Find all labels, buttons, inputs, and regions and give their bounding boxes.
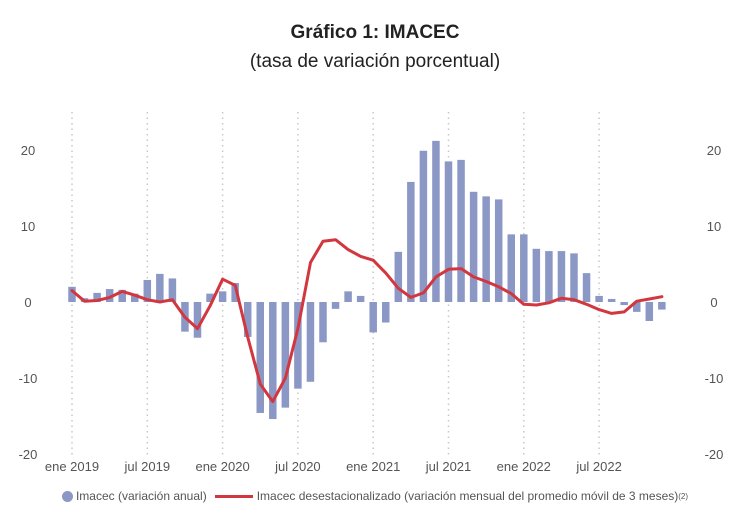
bar-2021-09 [469,191,478,302]
vertical-gridlines [71,112,600,455]
bar-2022-11 [645,302,654,321]
bar-2019-08 [156,273,164,302]
bar-2021-11 [494,199,503,302]
bar-2019-01 [68,286,76,302]
bar-2021-10 [482,196,490,302]
x-tick-label: ene 2021 [346,459,400,474]
bar-2022-03 [545,251,553,302]
bar-2021-12 [507,234,515,302]
legend-bar-label: Imacec (variación anual) [75,489,207,503]
bar-2021-08 [457,159,465,302]
bar-2020-08 [306,302,315,382]
y-tick-left: 0 [24,295,31,310]
legend-line-label: Imacec desestacionalizado (variación men… [256,489,679,503]
x-tick-label: ene 2019 [45,459,99,474]
x-tick-label: jul 2020 [274,459,321,474]
y-tick-left: -20 [19,447,38,462]
bar-2021-06 [432,140,440,302]
bar-2022-10 [633,302,641,312]
bar-2020-10 [331,302,340,309]
bar-2019-09 [168,278,177,302]
x-tick-label: jul 2021 [425,459,472,474]
bar-2020-02 [231,283,239,302]
bar-2021-03 [394,251,403,302]
y-axis-right-ticks: 20 10 0 -10 -20 [705,143,724,462]
bar-2022-07 [595,295,603,302]
chart-title: Gráfico 1: IMACEC [290,22,460,43]
bar-2020-01 [218,291,227,302]
x-axis-ticks: ene 2019 jul 2019 ene 2020 jul 2020 ene 2021… [45,459,622,474]
x-tick-label: jul 2022 [575,459,622,474]
legend-bar-swatch [61,490,73,502]
bar-series [68,140,666,420]
bar-2022-02 [532,248,541,302]
bar-2020-03 [243,302,252,337]
bar-2022-04 [557,251,566,302]
bar-2021-05 [419,150,428,302]
x-tick-label: jul 2019 [124,459,171,474]
legend-line-note: (2) [678,491,689,501]
bar-2021-04 [407,181,415,302]
bar-2020-04 [256,302,264,413]
bar-2022-06 [582,273,591,302]
bar-2019-04 [105,289,114,302]
bar-2020-11 [344,291,352,302]
line-mensual-desestacionalizado [70,238,664,404]
bar-2019-07 [143,279,152,302]
bar-2022-01 [520,234,528,302]
y-tick-left: 20 [21,143,35,158]
bar-2022-12 [658,302,666,310]
bar-2020-09 [319,302,327,343]
legend-line-swatch [214,494,253,498]
bar-2020-07 [294,302,302,389]
legend: Imacec (variación anual) Imacec desestac… [0,489,750,503]
bar-2021-01 [369,302,377,333]
bar-2019-12 [206,293,214,302]
bar-2019-11 [193,302,202,338]
bar-2020-06 [281,302,290,408]
x-tick-label: ene 2020 [195,459,249,474]
y-tick-right: 10 [707,219,721,234]
bar-2022-09 [620,302,628,306]
y-tick-left: 10 [21,219,35,234]
y-tick-right: -10 [705,371,724,386]
bar-2022-05 [570,253,578,302]
y-axis-left-ticks: 20 10 0 -10 -20 [19,143,38,462]
y-tick-right: -20 [705,447,724,462]
bar-2022-08 [607,298,616,302]
y-tick-right: 20 [707,143,721,158]
bar-2021-02 [382,302,390,323]
y-tick-left: -10 [19,371,38,386]
bar-2020-12 [356,295,365,302]
bar-2020-05 [269,302,277,420]
chart-subtitle: (tasa de variación porcentual) [249,51,501,72]
bar-2021-07 [444,161,453,302]
x-tick-label: ene 2022 [497,459,551,474]
bar-2019-03 [93,292,101,302]
y-tick-right: 0 [710,295,717,310]
bar-2019-06 [131,293,139,302]
bar-2019-05 [118,289,126,302]
line-series [70,238,664,404]
